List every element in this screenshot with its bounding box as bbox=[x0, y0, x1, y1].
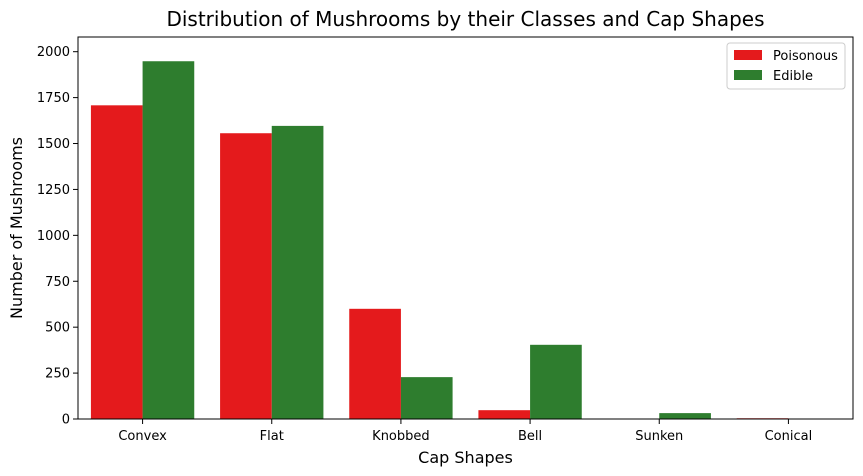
x-axis-ticks: Convex Flat Knobbed Bell Sunken Conical bbox=[118, 419, 812, 444]
x-tick-label: Convex bbox=[118, 429, 167, 444]
y-tick-label: 250 bbox=[45, 367, 70, 382]
legend: Poisonous Edible bbox=[726, 42, 846, 90]
bar-edible-sunken bbox=[659, 413, 711, 419]
x-tick-label: Bell bbox=[518, 429, 542, 444]
bar-edible-convex bbox=[142, 61, 195, 419]
x-tick-label: Sunken bbox=[635, 429, 683, 444]
legend-label-edible: Edible bbox=[773, 69, 813, 84]
bar-poisonous-flat bbox=[220, 133, 272, 419]
x-tick-label: Conical bbox=[765, 429, 813, 444]
bar-poisonous-bell bbox=[478, 410, 531, 419]
bar-edible-bell bbox=[530, 344, 582, 419]
y-tick-label: 1000 bbox=[37, 229, 70, 244]
plot-frame bbox=[77, 36, 854, 420]
x-tick-label: Flat bbox=[260, 429, 284, 444]
y-axis-ticks: 0 250 500 750 1000 1250 1500 1750 2000 bbox=[37, 45, 78, 428]
y-tick-label: 1250 bbox=[37, 183, 70, 198]
y-tick-label: 0 bbox=[62, 413, 70, 428]
legend-swatch-poisonous bbox=[734, 50, 762, 60]
bar-poisonous-convex bbox=[90, 105, 143, 420]
y-axis-label: Number of Mushrooms bbox=[7, 137, 26, 319]
x-tick-label: Knobbed bbox=[372, 429, 429, 444]
chart-title: Distribution of Mushrooms by their Class… bbox=[166, 7, 764, 31]
bar-poisonous-knobbed bbox=[349, 308, 401, 419]
x-axis-label: Cap Shapes bbox=[418, 448, 513, 467]
bar-edible-flat bbox=[271, 125, 324, 419]
legend-label-poisonous: Poisonous bbox=[773, 49, 838, 64]
y-tick-label: 1750 bbox=[37, 91, 70, 106]
y-tick-label: 750 bbox=[45, 275, 70, 290]
bars bbox=[90, 61, 789, 420]
y-tick-label: 2000 bbox=[37, 45, 70, 60]
y-tick-label: 1500 bbox=[37, 137, 70, 152]
bar-edible-knobbed bbox=[400, 377, 453, 419]
legend-swatch-edible bbox=[734, 70, 762, 80]
y-tick-label: 500 bbox=[45, 321, 70, 336]
